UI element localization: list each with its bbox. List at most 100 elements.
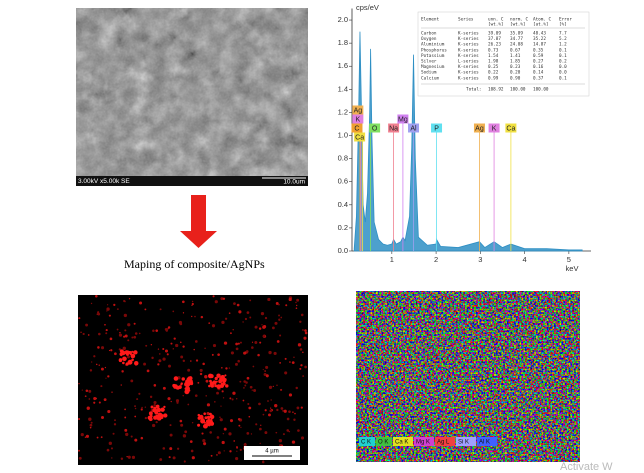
red-dot — [158, 353, 161, 355]
red-dot — [139, 301, 143, 305]
red-dot — [172, 456, 176, 460]
red-dot — [97, 346, 100, 349]
result-table — [417, 11, 590, 97]
red-cluster — [222, 378, 226, 382]
red-cluster — [219, 383, 225, 388]
red-dot — [267, 400, 269, 402]
table-total: 100.00 — [533, 87, 549, 93]
red-dot — [208, 322, 211, 324]
red-dot — [167, 397, 171, 401]
table-cell: 0.90 — [510, 75, 521, 81]
table-cell: 0.22 — [488, 70, 499, 76]
red-dot — [258, 327, 262, 330]
red-dot — [127, 339, 130, 342]
y-tick-label: 0.2 — [338, 223, 348, 232]
red-dot — [199, 372, 203, 376]
red-dot — [144, 416, 147, 420]
red-dot — [267, 297, 271, 302]
red-cluster — [204, 416, 208, 420]
red-dot — [190, 360, 192, 362]
marker-label: K — [492, 125, 497, 132]
red-cluster — [122, 356, 127, 362]
table-cell: Phosphorus — [421, 47, 447, 53]
red-dot — [235, 342, 239, 346]
red-dot — [238, 310, 242, 314]
table-cell: 37.87 — [488, 36, 501, 42]
table-cell: 0.16 — [533, 64, 544, 70]
red-cluster — [209, 374, 214, 379]
red-cluster — [216, 373, 221, 378]
red-cluster — [214, 376, 218, 381]
red-cluster — [147, 415, 152, 420]
table-total: Total: — [466, 87, 482, 93]
red-dot — [124, 408, 126, 411]
marker-box — [397, 114, 409, 124]
red-dot — [157, 363, 160, 366]
red-dot — [158, 359, 162, 363]
red-dot — [118, 348, 121, 351]
red-dot — [260, 311, 265, 316]
red-dot — [239, 341, 242, 344]
legend-label: Mg K — [416, 440, 430, 446]
legend-box — [435, 437, 455, 446]
red-dot — [275, 431, 278, 434]
marker-box — [388, 123, 400, 133]
red-dot — [180, 341, 182, 344]
red-dot — [242, 399, 245, 402]
red-dot — [112, 432, 115, 435]
red-dot — [183, 460, 186, 463]
red-dot — [252, 365, 255, 368]
red-dot — [299, 367, 302, 370]
red-dot — [261, 324, 263, 326]
red-dot — [246, 431, 250, 435]
red-dot — [169, 424, 172, 427]
red-cluster — [173, 376, 179, 381]
legend-label: O K — [378, 440, 388, 446]
red-dot — [125, 432, 129, 437]
table-cell: 1.85 — [510, 59, 521, 65]
red-cluster — [224, 374, 227, 377]
red-dot — [214, 300, 218, 304]
red-dot — [293, 418, 296, 421]
red-dot — [195, 359, 199, 362]
red-dot — [262, 334, 266, 338]
red-dot — [191, 421, 194, 424]
marker-label: Al — [410, 125, 417, 132]
red-cluster — [124, 350, 129, 355]
red-dot — [166, 353, 169, 356]
red-dot — [164, 349, 168, 353]
red-dot — [104, 323, 106, 326]
map-red-bg — [78, 295, 308, 465]
red-dot — [221, 440, 225, 445]
red-dot — [262, 413, 265, 416]
red-dot — [279, 362, 282, 364]
y-tick-label: 0.6 — [338, 177, 348, 186]
sem-bar — [76, 176, 308, 186]
red-dot — [285, 304, 288, 307]
red-dot — [217, 353, 220, 356]
red-dot — [217, 451, 221, 455]
red-dot — [169, 433, 173, 437]
red-dot — [236, 303, 240, 307]
red-dot — [153, 404, 156, 407]
red-dot — [282, 433, 285, 436]
arrow-caption: Maping of composite/AgNPs — [124, 257, 265, 271]
red-dot — [303, 336, 307, 340]
red-dot — [214, 401, 216, 403]
sem-scale: 10.0um — [283, 179, 305, 186]
red-dot — [269, 409, 273, 413]
red-dot — [170, 342, 173, 345]
red-cluster — [153, 415, 158, 420]
red-dot — [116, 308, 119, 311]
table-header: [wt.%] — [510, 22, 526, 28]
red-dot — [235, 347, 239, 351]
red-dot — [152, 423, 156, 428]
table-header: [wt.%] — [488, 22, 504, 28]
red-dot — [204, 347, 206, 350]
red-dot — [182, 345, 185, 348]
red-dot — [268, 385, 273, 390]
red-dot — [134, 332, 138, 335]
map-scale: 4 µm — [265, 449, 278, 455]
red-dot — [169, 447, 173, 451]
red-dot — [108, 314, 111, 317]
